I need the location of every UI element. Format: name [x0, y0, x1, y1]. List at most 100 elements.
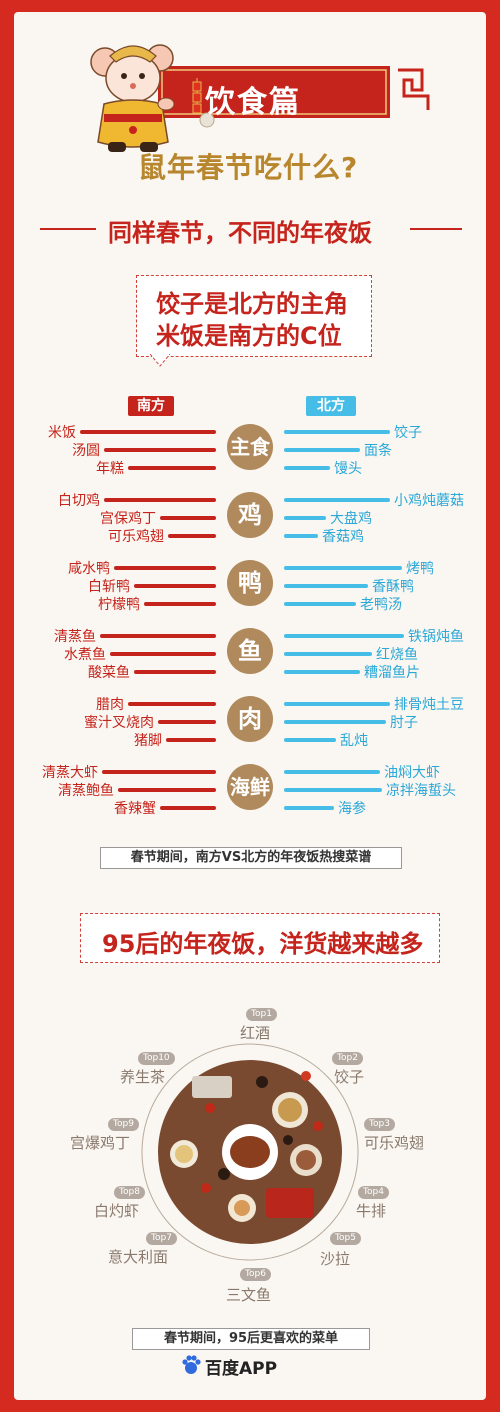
north-bar	[284, 516, 326, 520]
south-bar	[134, 670, 216, 674]
category-circle: 鱼	[227, 628, 273, 674]
rank-badge: Top7	[146, 1232, 177, 1245]
north-dish: 香酥鸭	[372, 579, 414, 595]
south-bar	[158, 720, 216, 724]
south-dish: 柠檬鸭	[98, 597, 140, 613]
north-bar	[284, 702, 390, 706]
north-dish: 油焖大虾	[384, 765, 440, 781]
north-dish: 乱炖	[340, 733, 368, 749]
north-dish: 排骨炖土豆	[394, 697, 464, 713]
north-dish: 红烧鱼	[376, 647, 418, 663]
rank-dish-name: 可乐鸡翅	[364, 1134, 425, 1152]
south-bar	[134, 584, 216, 588]
rank-dish-name: 红酒	[240, 1024, 271, 1042]
south-dish: 宫保鸡丁	[100, 511, 156, 527]
north-bar	[284, 634, 404, 638]
north-bar	[284, 584, 368, 588]
north-dish: 香菇鸡	[322, 529, 364, 545]
south-dish: 猪脚	[134, 733, 162, 749]
south-dish: 白斩鸭	[88, 579, 130, 595]
south-dish: 白切鸡	[58, 493, 100, 509]
plate-1	[192, 1076, 232, 1098]
rank-dish-name: 白灼虾	[94, 1202, 140, 1220]
north-bar	[284, 602, 356, 606]
section1-rule-left	[40, 228, 96, 230]
rank-dish-name: 养生茶	[120, 1068, 166, 1086]
south-bar	[100, 634, 216, 638]
section2-title-box	[80, 913, 440, 963]
callout-box	[136, 275, 372, 357]
coin-icon	[199, 112, 215, 128]
south-bar	[166, 738, 216, 742]
south-bar	[160, 516, 216, 520]
rank-badge: Top3	[364, 1118, 395, 1131]
north-dish: 小鸡炖蘑菇	[394, 493, 464, 509]
south-bar	[80, 430, 216, 434]
north-bar	[284, 448, 360, 452]
page-subtitle: 鼠年春节吃什么?	[138, 151, 359, 184]
south-bar	[102, 770, 216, 774]
south-tag: 南方	[128, 396, 174, 416]
south-dish: 酸菜鱼	[88, 665, 130, 681]
south-bar	[144, 602, 216, 606]
south-bar	[128, 702, 216, 706]
section1-rule-right	[410, 228, 462, 230]
rank-dish-name: 三文鱼	[226, 1286, 272, 1304]
category-circle: 海鲜	[227, 764, 273, 810]
category-circle: 鸡	[227, 492, 273, 538]
north-tag: 北方	[306, 396, 356, 416]
north-bar	[284, 652, 372, 656]
south-bar	[104, 448, 216, 452]
south-dish: 汤圆	[72, 443, 100, 459]
rank-badge: Top10	[138, 1052, 175, 1065]
rank-dish-name: 饺子	[334, 1068, 365, 1086]
south-bar	[168, 534, 216, 538]
baidu-paw-icon	[182, 1355, 201, 1374]
south-dish: 咸水鸭	[68, 561, 110, 577]
north-bar	[284, 430, 390, 434]
brand-label: 百度APP	[205, 1359, 278, 1379]
callout-line-2: 米饭是南方的C位	[156, 322, 342, 350]
north-dish: 老鸭汤	[360, 597, 402, 613]
rank-dish-name: 沙拉	[320, 1250, 351, 1268]
south-dish: 蜜汁叉烧肉	[84, 715, 154, 731]
north-bar	[284, 720, 386, 724]
header-graphics	[90, 44, 430, 152]
south-dish: 年糕	[96, 461, 124, 477]
north-bar	[284, 566, 402, 570]
north-bar	[284, 498, 390, 502]
north-dish: 肘子	[390, 715, 418, 731]
callout-line-1: 饺子是北方的主角	[156, 290, 348, 318]
rank-badge: Top1	[246, 1008, 277, 1021]
section2-caption: 春节期间，95后更喜欢的菜单	[132, 1328, 370, 1350]
north-dish: 海参	[338, 801, 366, 817]
north-dish: 面条	[364, 443, 392, 459]
south-dish: 腊肉	[96, 697, 124, 713]
rank-dish-name: 意大利面	[108, 1248, 169, 1266]
dinner-table-illustration	[141, 1043, 359, 1261]
south-bar	[160, 806, 216, 810]
south-dish: 米饭	[48, 425, 76, 441]
north-bar	[284, 806, 334, 810]
south-bar	[104, 498, 216, 502]
north-dish: 饺子	[394, 425, 422, 441]
category-circle: 主食	[227, 424, 273, 470]
south-dish: 可乐鸡翅	[108, 529, 164, 545]
category-circle: 肉	[227, 696, 273, 742]
callout-pointer	[150, 354, 170, 367]
south-dish: 清蒸鲍鱼	[58, 783, 114, 799]
south-dish: 水煮鱼	[64, 647, 106, 663]
north-dish: 馒头	[334, 461, 362, 477]
north-bar	[284, 788, 382, 792]
north-dish: 凉拌海蜇头	[386, 783, 456, 799]
rank-dish-name: 牛排	[356, 1202, 387, 1220]
north-bar	[284, 670, 360, 674]
north-dish: 烤鸭	[406, 561, 434, 577]
rat-mascot-icon	[90, 44, 175, 152]
rank-badge: Top8	[114, 1186, 145, 1199]
north-bar	[284, 770, 380, 774]
category-circle: 鸭	[227, 560, 273, 606]
north-bar	[284, 534, 318, 538]
south-bar	[114, 566, 216, 570]
north-dish: 糟溜鱼片	[364, 665, 420, 681]
